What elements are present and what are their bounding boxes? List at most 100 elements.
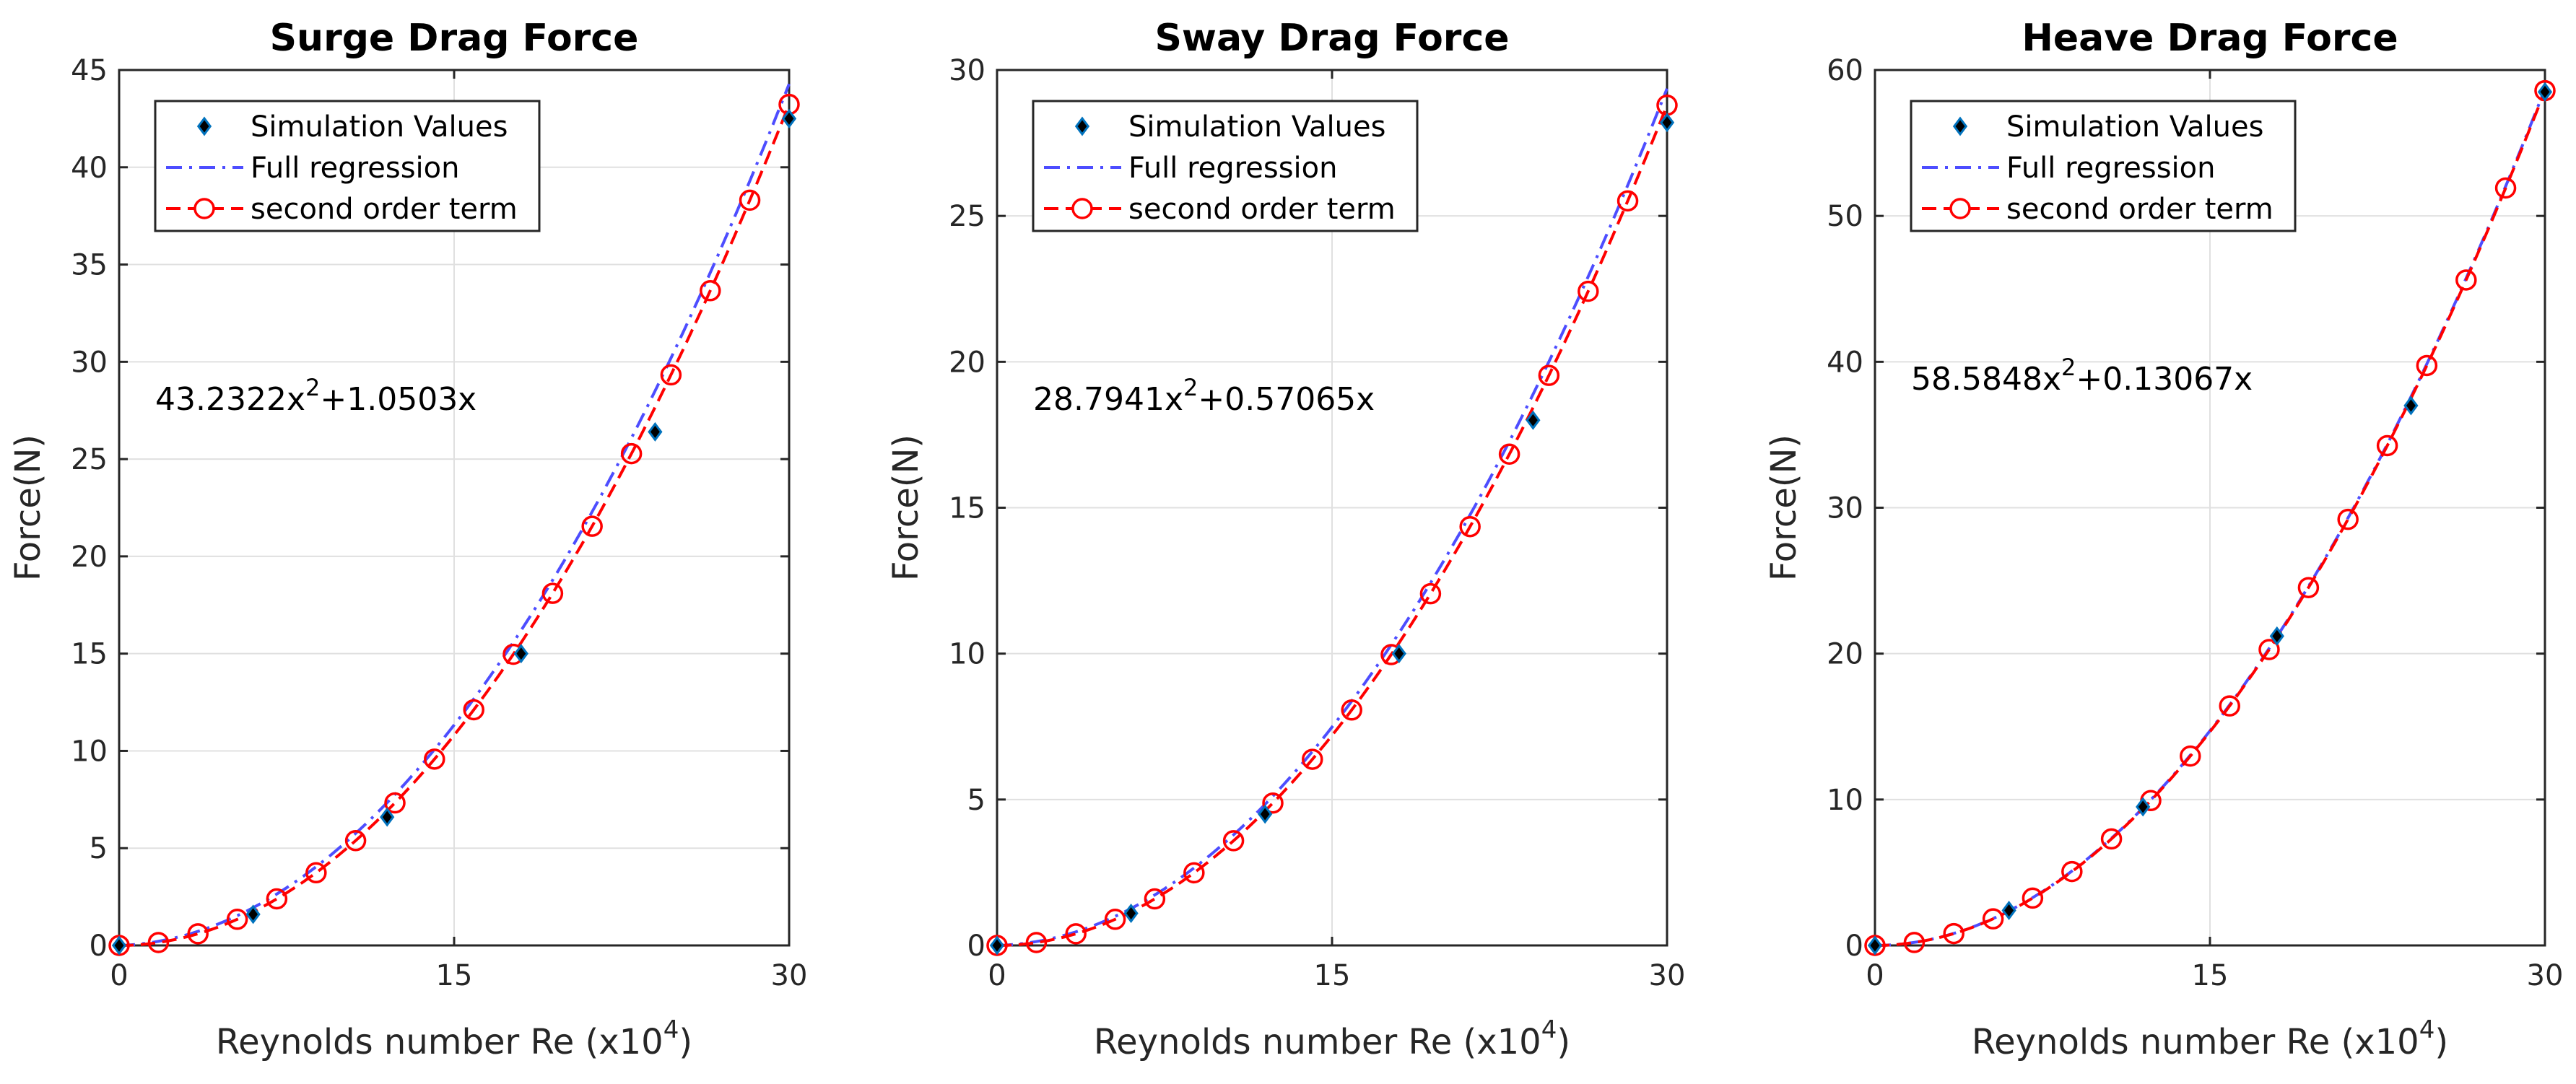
y-tick-label: 50 [1827,200,1863,233]
y-tick-label: 0 [90,930,108,963]
simulation-point [513,644,528,664]
chart-title: Heave Drag Force [2022,17,2398,60]
y-tick-label: 25 [71,443,108,476]
legend-label: second order term [1128,193,1396,226]
y-tick-label: 20 [949,346,985,379]
series-full-regression [997,87,1668,947]
legend: Simulation Values Full regression second o… [1032,100,1419,232]
x-tick-label: 15 [1314,959,1351,992]
second-order-marker [1104,909,1126,930]
second-order-marker [2297,577,2320,598]
y-tick-label: 20 [1827,638,1863,671]
second-order-marker [700,280,721,302]
second-order-marker [541,582,564,604]
x-axis-label-exponent: 4 [2419,1015,2435,1044]
legend-simulation-symbol [196,116,212,136]
regression-equation: 58.5848x2+0.13067x [1911,354,2253,398]
legend-second-order-marker [1071,198,1093,219]
simulation-point [781,108,797,128]
equation-linear: +1.0503x [320,381,477,418]
y-tick-label: 0 [967,930,985,963]
y-tick-label: 45 [71,54,108,87]
y-axis-label: Force(N) [1764,434,1804,581]
y-tick-label: 60 [1827,54,1863,87]
regression-equation: 43.2322x2+1.0503x [155,374,477,418]
simulation-point [1526,410,1541,430]
second-order-marker [2180,745,2201,767]
simulation-point [2537,82,2553,102]
y-tick-label: 30 [1827,492,1863,525]
x-axis-label-exponent: 4 [663,1015,679,1044]
second-order-marker [1144,888,1166,910]
legend: Simulation Values Full regression second o… [1910,100,2297,232]
second-order-marker [463,699,484,721]
x-axis-label-exponent: 4 [1541,1015,1557,1044]
y-axis-label: Force(N) [8,434,48,581]
x-axis-label: Reynolds number Re (x104) [216,1015,692,1062]
simulation-point [1258,804,1273,824]
second-order-marker [2258,639,2280,660]
second-order-marker [2022,887,2044,909]
second-order-marker [1419,582,1442,605]
x-axis-label-main: Reynolds number Re (x10 [1972,1022,2419,1062]
y-tick-label: 15 [71,638,108,671]
simulation-point [989,935,1005,956]
second-order-marker [1903,932,1926,953]
x-tick-label: 30 [1649,959,1686,992]
y-tick-label: 15 [949,492,985,525]
series-full-regression [119,83,791,947]
x-tick-label: 0 [988,959,1006,992]
second-order-marker [1222,830,1245,852]
legend-second-order-marker [1949,198,1971,219]
legend-simulation-symbol [1074,116,1090,136]
second-order-marker [739,189,761,211]
series-second-order-line [119,103,791,947]
second-order-marker [1341,699,1362,721]
x-tick-label: 30 [2527,959,2564,992]
simulation-point [1391,644,1406,664]
equation-quadratic: 28.7941x [1033,381,1183,418]
y-tick-label: 20 [71,541,108,574]
simulation-point [1867,935,1883,956]
second-order-marker [1025,932,1048,953]
simulation-point [2269,626,2284,646]
equation-linear: +0.13067x [2076,361,2253,398]
y-tick-label: 40 [1827,346,1863,379]
legend-label: second order term [251,193,518,226]
y-tick-label: 10 [1827,784,1863,817]
x-tick-label: 30 [771,959,808,992]
x-axis-label-close: ) [679,1022,692,1062]
simulation-point [648,421,663,442]
second-order-marker [620,442,643,465]
series-second-order-line [1875,89,2546,947]
x-tick-label: 0 [110,959,128,992]
second-order-marker [1262,792,1284,814]
legend-label: second order term [2006,193,2273,226]
y-tick-label: 30 [949,54,985,87]
second-order-marker [1538,364,1560,386]
x-axis-label-close: ) [1557,1022,1570,1062]
second-order-marker [424,748,445,770]
second-order-marker [2219,695,2240,717]
equation-quadratic: 58.5848x [1911,361,2061,398]
chart-panel-3: 0 10 20 30 40 50 60 0 15 30 Heave Drag Force Reynol… [1764,17,2563,1062]
chart-panel-2: 0 5 10 15 20 25 30 0 15 30 Sway Drag Force Reynolds… [886,17,1685,1062]
x-axis-label: Reynolds number Re (x104) [1094,1015,1570,1062]
second-order-marker [226,909,248,930]
y-tick-label: 25 [949,200,985,233]
y-tick-label: 30 [71,346,108,379]
chart-panel-1: 0 5 10 15 20 25 30 35 40 45 0 15 30 Surge Drag Force R… [8,17,807,1062]
second-order-marker [1065,923,1087,945]
simulation-point [380,807,395,827]
second-order-marker [2061,860,2083,883]
equation-exponent: 2 [305,374,320,401]
y-axis-label: Force(N) [886,434,926,581]
y-tick-label: 5 [967,784,985,817]
legend-simulation-symbol [1952,116,1968,136]
simulation-point [1123,904,1139,924]
second-order-marker [660,364,682,386]
x-axis-label-close: ) [2434,1022,2448,1062]
second-order-marker [305,862,327,884]
